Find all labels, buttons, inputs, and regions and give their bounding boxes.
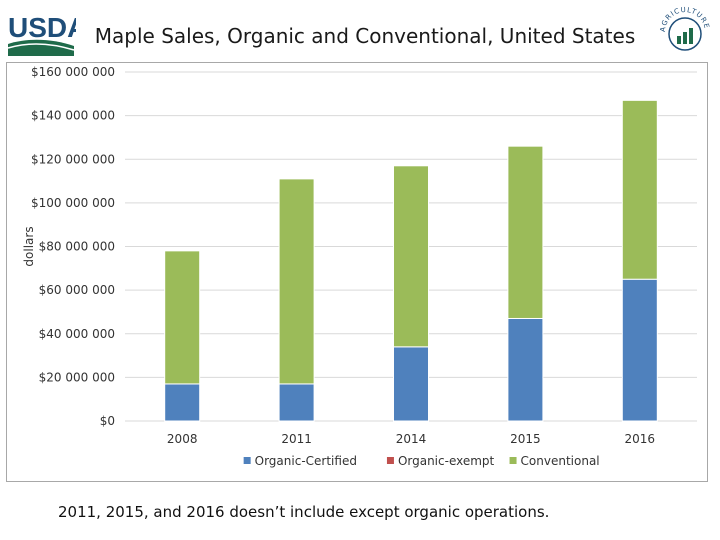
y-tick-label: $20 000 000 [39, 370, 115, 384]
legend-swatch [243, 457, 251, 464]
legend-entry: Organic-exempt [398, 454, 495, 468]
x-tick-label: 2008 [167, 432, 198, 446]
svg-text:USDA: USDA [8, 12, 76, 43]
bar-conventional [278, 178, 315, 385]
y-tick-label: $40 000 000 [39, 327, 115, 341]
header: USDA Maple Sales, Organic and Convention… [0, 0, 720, 62]
bar-organic-certified [621, 278, 658, 422]
y-tick-label: $100 000 000 [31, 196, 115, 210]
page-title: Maple Sales, Organic and Conventional, U… [94, 24, 636, 48]
legend-swatch [386, 457, 394, 464]
bar-organic-certified [507, 317, 544, 422]
usda-logo: USDA [7, 12, 76, 56]
bar-conventional [621, 99, 658, 280]
x-tick-label: 2016 [625, 432, 656, 446]
maple-sales-chart: $0 $20 000 000 $40 000 000 $60 000 000 $80 0… [22, 65, 697, 468]
bar-conventional [507, 145, 544, 319]
agriculture-counts-seal: AGRICULTURE COUNTS [655, 2, 711, 51]
chart-frame: $0 $20 000 000 $40 000 000 $60 000 000 $80 0… [6, 62, 708, 482]
legend-entry: Conventional [521, 454, 600, 468]
x-tick-label: 2011 [281, 432, 312, 446]
y-tick-label: $160 000 000 [31, 65, 115, 79]
bar-conventional [164, 250, 201, 385]
y-tick-label: $80 000 000 [39, 240, 115, 254]
y-tick-label: $140 000 000 [31, 109, 115, 123]
bar-conventional [393, 165, 429, 348]
y-tick-label: $0 [100, 414, 115, 428]
legend-entry: Organic-Certified [255, 454, 357, 468]
bar-organic-certified [164, 383, 201, 422]
bar-organic-certified [278, 383, 315, 422]
y-axis-title: dollars [22, 226, 36, 266]
bar-organic-certified [393, 346, 429, 422]
legend-swatch [509, 457, 517, 464]
x-tick-label: 2015 [510, 432, 541, 446]
y-tick-label: $120 000 000 [31, 152, 115, 166]
svg-text:AGRICULTURE COUNTS: AGRICULTURE COUNTS [655, 2, 711, 33]
x-tick-label: 2014 [396, 432, 427, 446]
y-tick-label: $60 000 000 [39, 283, 115, 297]
footnote: 2011, 2015, and 2016 doesn’t include exc… [58, 503, 550, 521]
